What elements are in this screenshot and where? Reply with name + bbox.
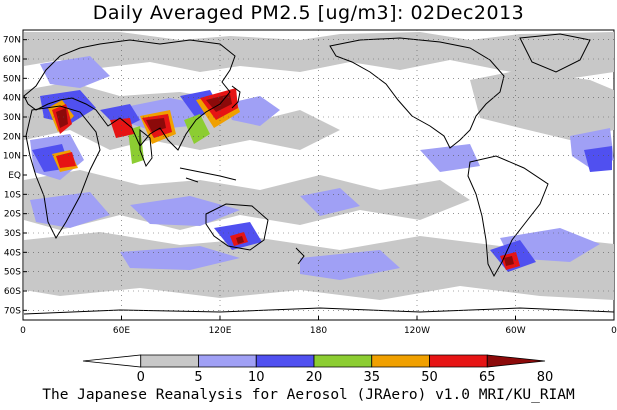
colorbar-segment — [486, 354, 546, 368]
lon-tick-label: 60W — [505, 326, 525, 336]
coast-eurasia — [23, 39, 236, 151]
lat-tick-label: 70S — [4, 306, 21, 316]
coastlines — [23, 33, 615, 315]
lat-tick-label: 70N — [3, 36, 21, 46]
lat-tick-label: 40S — [4, 248, 21, 258]
coast-north-america — [329, 37, 505, 149]
colorbar-segment — [140, 354, 199, 368]
lat-tick-label: 10S — [4, 190, 21, 200]
lat-tick-label: EQ — [8, 171, 21, 181]
pm-level-lightblue-regions — [30, 56, 614, 280]
coast-india — [139, 128, 153, 168]
coast-indonesia — [179, 167, 237, 183]
colorbar-segment — [82, 354, 142, 368]
coast-south-america — [467, 155, 549, 278]
coast-japan — [231, 85, 241, 109]
colorbar-segment — [255, 354, 315, 368]
colorbar-segment — [429, 354, 488, 368]
coast-greenland — [519, 33, 591, 73]
lat-tick-label: 20N — [3, 132, 21, 142]
lon-tick-label: 0 — [611, 326, 617, 336]
lon-tick-label: 120E — [209, 326, 232, 336]
pm-level-darkred-regions — [56, 94, 514, 266]
lat-axis: 70N 60N 50N 40N 30N 20N 10N EQ 10S 20S 30S 40S 50S 60… — [3, 36, 27, 316]
lon-tick-label: 0 — [20, 326, 26, 336]
lat-tick-label: 60N — [3, 55, 21, 65]
lon-axis: 0 60E 120E 180 120W 60W 0 — [20, 316, 617, 336]
colorbar-segment — [313, 354, 373, 368]
colorbar-level-label: 20 — [306, 370, 323, 385]
colorbar-segment — [371, 354, 430, 368]
colorbar-level-label: 80 — [537, 370, 554, 385]
lat-tick-label: 10N — [3, 152, 21, 162]
colorbar-level-label: 65 — [479, 370, 496, 385]
graticule — [23, 30, 614, 320]
coast-africa — [25, 105, 101, 240]
colorbar-boxes — [82, 354, 546, 368]
lat-tick-label: 30S — [4, 229, 21, 239]
lat-tick-label: 30N — [3, 113, 21, 123]
footer-credit: The Japanese Reanalysis for Aerosol (JRA… — [42, 387, 575, 403]
coast-australia — [205, 203, 269, 251]
colorbar-level-label: 0 — [137, 370, 145, 385]
lat-tick-label: 60S — [4, 287, 21, 297]
coast-antarctica — [23, 307, 615, 315]
lon-tick-label: 180 — [310, 326, 327, 336]
colorbar-level-label: 5 — [194, 370, 202, 385]
coast-nz — [295, 247, 305, 265]
lon-tick-label: 60E — [113, 326, 130, 336]
map-title: Daily Averaged PM2.5 [ug/m3]: 02Dec2013 — [92, 2, 525, 24]
lat-tick-label: 20S — [4, 210, 21, 220]
lat-tick-label: 50S — [4, 268, 21, 278]
colorbar-level-label: 50 — [421, 370, 438, 385]
lat-tick-label: 50N — [3, 74, 21, 84]
lon-tick-label: 120W — [404, 326, 430, 336]
colorbar-level-label: 35 — [363, 370, 380, 385]
lat-tick-label: 40N — [3, 94, 21, 104]
colorbar-level-label: 10 — [248, 370, 265, 385]
colorbar-segment — [198, 354, 257, 368]
colorbar-labels: 0 5 10 20 35 50 65 80 — [137, 370, 554, 385]
